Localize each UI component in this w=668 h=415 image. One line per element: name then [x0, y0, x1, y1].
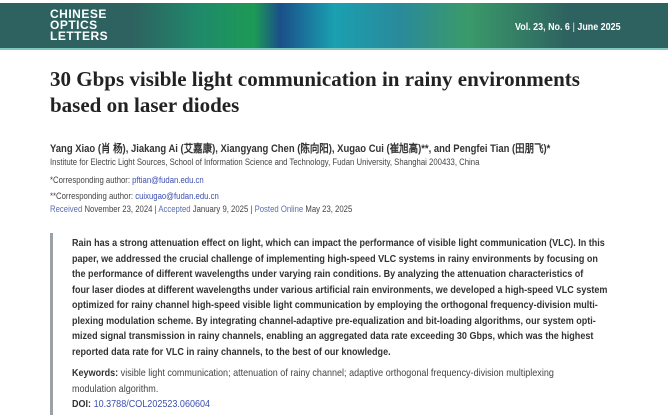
abstract: Rain has a strong attenuation effect on …	[72, 237, 608, 358]
email-link[interactable]: cuixugao@fudan.edu.cn	[135, 191, 219, 201]
keywords: Keywords: visible light communication; a…	[72, 367, 554, 410]
publication-dates: Received November 23, 2024 | Accepted Ja…	[50, 204, 353, 214]
corresponding-author-1: *Corresponding author: pftian@fudan.edu.…	[50, 175, 204, 185]
abstract-box: Rain has a strong attenuation effect on …	[50, 233, 650, 415]
doi-link[interactable]: 10.3788/COL202523.060604	[91, 398, 211, 410]
journal-header: CHINESE OPTICS LETTERS Vol. 23, No. 6 | …	[0, 3, 668, 50]
affiliation: Institute for Electric Light Sources, Sc…	[50, 157, 480, 167]
paper-title: 30 Gbps visible light communication in r…	[50, 67, 580, 117]
corresponding-author-2: **Corresponding author: cuixugao@fudan.e…	[50, 191, 219, 201]
journal-logo: CHINESE OPTICS LETTERS	[50, 7, 109, 43]
authors: Yang Xiao (肖 杨), Jiakang Ai (艾嘉康), Xiang…	[50, 143, 551, 155]
issue-info: Vol. 23, No. 6 | June 2025	[515, 21, 621, 33]
email-link[interactable]: pftian@fudan.edu.cn	[132, 175, 204, 185]
